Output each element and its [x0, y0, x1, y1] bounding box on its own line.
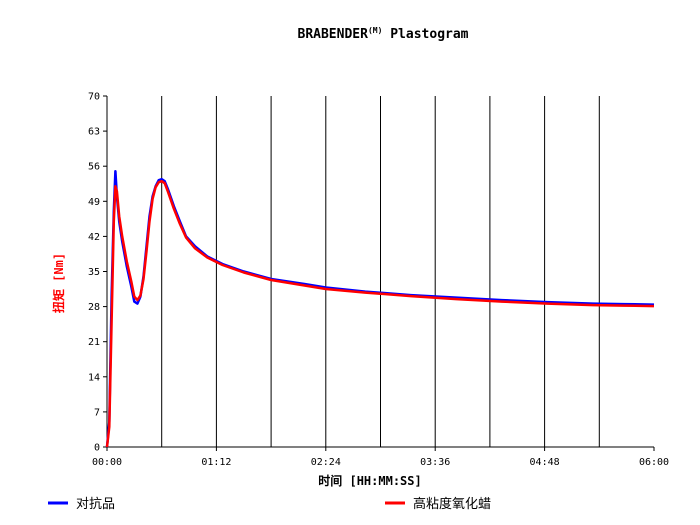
series-lines — [105, 169, 655, 448]
y-tick-label: 63 — [88, 127, 100, 138]
y-tick-label: 70 — [88, 92, 100, 103]
y-axis-ticks: 0 7 14 21 28 35 42 49 56 63 70 — [88, 92, 107, 454]
x-tick-label: 02:24 — [311, 457, 341, 468]
series-line-1 — [105, 179, 655, 448]
chart-title: BRABENDER(M) Plastogram — [298, 26, 469, 42]
y-tick-label: 0 — [94, 443, 100, 454]
x-tick-label: 04:48 — [530, 457, 560, 468]
legend-label-0: 对抗品 — [76, 497, 115, 512]
legend: 对抗品 高粘度氧化蜡 — [48, 496, 491, 512]
y-tick-label: 28 — [88, 302, 100, 313]
y-tick-label: 49 — [88, 197, 100, 208]
x-tick-label: 01:12 — [201, 457, 231, 468]
x-axis-ticks: 00:00 01:12 02:24 03:36 04:48 06:00 — [92, 447, 669, 468]
x-tick-label: 03:36 — [420, 457, 450, 468]
y-tick-label: 21 — [88, 337, 100, 348]
x-tick-label: 06:00 — [639, 457, 669, 468]
x-tick-label: 00:00 — [92, 457, 122, 468]
legend-label-1: 高粘度氧化蜡 — [413, 496, 491, 512]
y-tick-label: 35 — [88, 267, 100, 278]
y-tick-label: 14 — [88, 372, 100, 383]
y-tick-label: 7 — [94, 407, 100, 418]
y-tick-label: 56 — [88, 162, 100, 173]
vertical-gridlines — [161, 96, 600, 447]
y-tick-label: 42 — [88, 232, 100, 243]
x-axis-label: 时间 [HH:MM:SS] — [318, 473, 421, 488]
y-axis-label: 扭矩 [Nm] — [51, 253, 66, 313]
